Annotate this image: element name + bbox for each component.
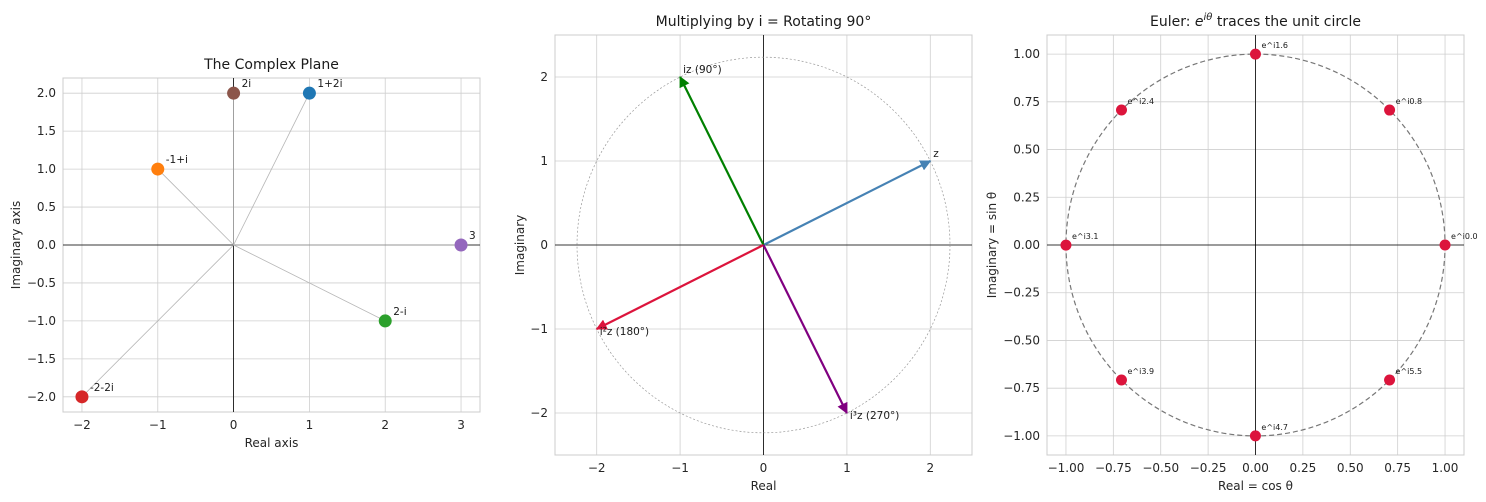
- y-tick-label: 1.5: [37, 124, 56, 138]
- y-tick-label: 0.25: [1013, 190, 1040, 204]
- y-tick-label: −1.5: [27, 352, 56, 366]
- point-label: -1+i: [166, 154, 188, 166]
- point-label: e^i0.8: [1396, 97, 1423, 106]
- y-axis-label: Imaginary = sin θ: [985, 192, 999, 299]
- data-point: [75, 390, 89, 404]
- x-tick-label: −1: [671, 461, 689, 475]
- data-point: [378, 314, 392, 328]
- point-label: e^i0.0: [1451, 232, 1478, 241]
- data-point: [151, 162, 165, 176]
- y-tick-label: 1.00: [1013, 47, 1040, 61]
- y-tick-label: 2: [540, 70, 548, 84]
- y-tick-label: 1: [540, 154, 548, 168]
- x-tick-label: 1: [843, 461, 851, 475]
- rotation-panel: −2 −1 0 1 2 −2 −1 0 1 2 Real Imaginary Multiplying b…: [513, 14, 973, 493]
- vector-label: z: [933, 148, 939, 160]
- vector-arrow: [595, 244, 764, 330]
- x-tick-label: −1: [149, 418, 167, 432]
- x-tick-label: −1.00: [1048, 461, 1085, 475]
- origin-connector: [233, 93, 310, 246]
- vector-arrow: [679, 76, 765, 246]
- x-tick-label: 1: [306, 418, 314, 432]
- y-tick-label: −0.75: [1003, 381, 1040, 395]
- x-tick-label: 0.00: [1242, 461, 1269, 475]
- x-axis-label: Real axis: [245, 436, 299, 450]
- x-tick-label: 2: [381, 418, 389, 432]
- y-tick-label: −0.5: [27, 276, 56, 290]
- point-label: e^i4.7: [1261, 423, 1288, 432]
- y-tick-label: 0.00: [1013, 238, 1040, 252]
- data-point: [227, 86, 241, 100]
- point-label: -2-2i: [90, 382, 114, 394]
- origin-connector: [157, 168, 234, 246]
- vector-arrow: [762, 244, 848, 414]
- vector-arrow: [763, 160, 932, 246]
- euler-panel: −1.00 −0.75 −0.50 −0.25 0.00 0.25 0.50 0.75 1.00…: [985, 12, 1478, 493]
- data-point: [1384, 374, 1396, 386]
- point-label: e^i1.6: [1261, 41, 1288, 50]
- x-tick-label: 0.50: [1337, 461, 1364, 475]
- reference-circle: [576, 56, 951, 434]
- y-tick-label: 2.0: [37, 86, 56, 100]
- x-tick-label: 0.75: [1384, 461, 1411, 475]
- x-tick-label: −0.75: [1095, 461, 1132, 475]
- y-tick-label: −2: [530, 406, 548, 420]
- x-tick-label: 2: [926, 461, 934, 475]
- x-tick-label: −2: [73, 418, 91, 432]
- data-point: [1384, 104, 1396, 116]
- y-tick-label: 0.75: [1013, 95, 1040, 109]
- point-label: 3: [469, 230, 476, 242]
- x-tick-label: 3: [457, 418, 465, 432]
- y-tick-label: −1.0: [27, 314, 56, 328]
- y-tick-label: 0.5: [37, 200, 56, 214]
- complex-plane-panel: −2 −1 0 1 2 3 −2.0 −1.5 −1.0 −0.5 0.0 0.5 1.0 1.5 2.0 R…: [9, 57, 481, 450]
- point-label: e^i3.9: [1127, 367, 1154, 376]
- x-tick-label: 0: [760, 461, 768, 475]
- data-point: [1115, 374, 1127, 386]
- y-tick-label: 0.0: [37, 238, 56, 252]
- point-label: e^i5.5: [1396, 367, 1423, 376]
- origin-connector: [233, 244, 386, 322]
- y-tick-label: −0.25: [1003, 286, 1040, 300]
- x-tick-label: 0: [230, 418, 238, 432]
- y-axis-label: Imaginary axis: [9, 201, 23, 289]
- x-tick-label: −0.25: [1190, 461, 1227, 475]
- point-label: 1+2i: [317, 78, 342, 90]
- point-label: 2i: [242, 78, 252, 90]
- x-tick-label: −0.50: [1142, 461, 1179, 475]
- point-label: e^i3.1: [1072, 232, 1099, 241]
- x-tick-label: 0.25: [1290, 461, 1317, 475]
- origin-connector: [81, 244, 234, 398]
- x-tick-label: −2: [588, 461, 606, 475]
- x-axis-label: Real = cos θ: [1218, 479, 1293, 493]
- y-tick-label: 0.50: [1013, 143, 1040, 157]
- y-tick-label: −1.00: [1003, 429, 1040, 443]
- vector-label: iz (90°): [683, 64, 722, 76]
- data-point: [1060, 239, 1072, 251]
- chart-title: Euler: eiθ traces the unit circle: [1150, 12, 1361, 30]
- vector-label: i²z (180°): [600, 326, 649, 338]
- chart-title: Multiplying by i = Rotating 90°: [656, 14, 872, 30]
- y-axis-label: Imaginary: [513, 215, 527, 276]
- y-tick-label: 0: [540, 238, 548, 252]
- data-point: [454, 238, 468, 252]
- data-point: [1115, 104, 1127, 116]
- y-tick-label: −0.50: [1003, 333, 1040, 347]
- point-label: e^i2.4: [1127, 97, 1154, 106]
- x-tick-label: 1.00: [1432, 461, 1459, 475]
- point-label: 2-i: [393, 306, 406, 318]
- data-point: [1249, 48, 1261, 60]
- y-tick-label: −1: [530, 322, 548, 336]
- data-point: [1249, 430, 1261, 442]
- data-point: [302, 86, 316, 100]
- chart-title: The Complex Plane: [203, 57, 339, 73]
- y-tick-label: −2.0: [27, 390, 56, 404]
- y-tick-label: 1.0: [37, 162, 56, 176]
- data-point: [1439, 239, 1451, 251]
- x-axis-label: Real: [751, 479, 777, 493]
- vector-label: i³z (270°): [850, 410, 899, 422]
